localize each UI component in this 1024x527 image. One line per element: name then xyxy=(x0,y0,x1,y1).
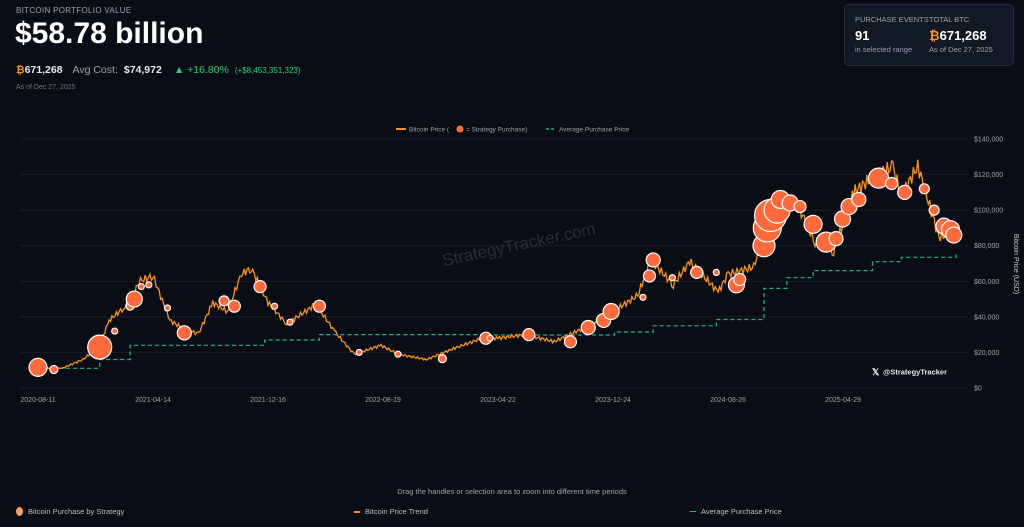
purchase-bubble[interactable] xyxy=(87,334,113,360)
legend-price: Bitcoin Price ( xyxy=(409,127,450,134)
portfolio-summary: ₿671,268 Avg Cost: $74,972 ▲ +16.80% (+$… xyxy=(16,64,301,76)
x-tick-label: 2023-12-24 xyxy=(595,397,631,404)
btc-amount: ₿671,268 xyxy=(16,64,63,76)
dashed-line-icon xyxy=(690,511,696,512)
line-icon xyxy=(354,510,360,513)
navigator-hint: Drag the handles or selection area to zo… xyxy=(397,487,627,496)
price-chart[interactable]: $0 $20,000 $40,000 $60,000 $80,000 $100,000 $1… xyxy=(0,0,1024,420)
purchase-bubble[interactable] xyxy=(49,364,59,375)
purchase-bubbles xyxy=(28,167,963,377)
purchase-bubble[interactable] xyxy=(286,318,294,326)
y-tick-label: $100,000 xyxy=(974,208,1003,215)
legend-purchase: = Strategy Purchase) xyxy=(466,127,527,134)
purchase-bubble[interactable] xyxy=(642,269,657,283)
purchase-bubble[interactable] xyxy=(828,231,844,247)
portfolio-label: BITCOIN PORTFOLIO VALUE xyxy=(16,6,132,15)
x-tick-label: 2022-08-19 xyxy=(365,397,401,404)
change-usd: (+$8,453,351,323) xyxy=(234,65,301,75)
purchase-bubble[interactable] xyxy=(137,283,145,291)
y-tick-label: $140,000 xyxy=(974,137,1003,144)
x-tick-label: 2024-08-26 xyxy=(710,397,746,404)
x-tick-label: 2025-04-29 xyxy=(825,397,861,404)
portfolio-value: $58.78 billion xyxy=(15,17,204,50)
stats-card: PURCHASE EVENTS 91 in selected range TOT… xyxy=(844,4,1014,66)
purchase-bubble[interactable] xyxy=(486,334,494,342)
purchase-bubble[interactable] xyxy=(253,280,267,294)
legend-item-avg[interactable]: Average Purchase Price xyxy=(690,507,782,516)
purchase-bubble[interactable] xyxy=(355,348,363,357)
purchase-bubble[interactable] xyxy=(639,293,647,301)
bitcoin-icon: ₿ xyxy=(16,64,25,76)
legend-purchase-dot xyxy=(456,125,464,133)
change-percent: ▲ +16.80% xyxy=(173,64,229,76)
y-tick-label: $40,000 xyxy=(974,314,999,321)
purchase-bubble[interactable] xyxy=(163,304,172,312)
x-tick-label: 2021-12-16 xyxy=(250,397,286,404)
purchase-bubble[interactable] xyxy=(28,357,48,377)
purchase-bubble[interactable] xyxy=(563,335,578,349)
chart-legend[interactable]: Bitcoin Price ( = Strategy Purchase) Ave… xyxy=(396,125,629,134)
purchase-bubble[interactable] xyxy=(145,281,153,289)
handle-badge: 𝕏 @StrategyTracker xyxy=(870,364,952,378)
purchase-bubble[interactable] xyxy=(851,191,867,208)
purchase-bubble[interactable] xyxy=(437,354,447,364)
x-tick-label: 2020-08-11 xyxy=(20,397,55,404)
total-btc-sub: As of Dec 27, 2025 xyxy=(929,45,993,54)
average-price-line xyxy=(38,254,957,369)
y-tick-label: $0 xyxy=(974,386,982,393)
purchase-bubble[interactable] xyxy=(227,299,241,313)
purchase-bubble[interactable] xyxy=(125,290,143,308)
legend-item-price[interactable]: Bitcoin Price Trend xyxy=(354,507,428,516)
purchase-bubble[interactable] xyxy=(645,252,661,268)
purchase-bubble[interactable] xyxy=(733,272,747,287)
purchase-bubble[interactable] xyxy=(580,319,596,336)
purchase-bubble[interactable] xyxy=(793,199,807,214)
purchase-events-label: PURCHASE EVENTS xyxy=(855,15,929,24)
purchase-bubble[interactable] xyxy=(885,176,899,191)
total-btc-label: TOTAL BTC xyxy=(929,15,970,24)
purchase-events-sub: in selected range xyxy=(855,45,913,54)
purchase-bubble[interactable] xyxy=(176,325,192,341)
purchase-bubble[interactable] xyxy=(690,265,704,279)
purchase-bubble[interactable] xyxy=(928,204,940,216)
purchase-bubble[interactable] xyxy=(218,295,230,307)
x-tick-label: 2021-04-14 xyxy=(135,397,171,404)
purchase-bubble[interactable] xyxy=(270,302,279,310)
x-tick-label: 2023-04-22 xyxy=(480,397,516,404)
purchase-bubble[interactable] xyxy=(602,302,620,321)
circle-icon xyxy=(16,507,23,516)
purchase-bubble[interactable] xyxy=(803,214,823,234)
bitcoin-icon: ₿ xyxy=(929,28,940,43)
legend-item-purchase[interactable]: Bitcoin Purchase by Strategy xyxy=(16,507,124,516)
purchase-bubble[interactable] xyxy=(111,327,119,335)
watermark: StrategyTracker.com xyxy=(440,219,597,270)
y-tick-label: $60,000 xyxy=(974,279,999,286)
y-tick-label: $20,000 xyxy=(974,350,999,357)
purchase-bubble[interactable] xyxy=(918,183,930,195)
avg-cost-value: $74,972 xyxy=(123,64,162,76)
total-btc-value: ₿671,268 xyxy=(929,28,987,43)
as-of-date: As of Dec 27, 2025 xyxy=(16,84,76,91)
x-icon: 𝕏 xyxy=(872,367,880,377)
y-axis-title: Bitcoin Price (USD) xyxy=(1012,234,1019,294)
avg-cost-label: Avg Cost: xyxy=(72,64,118,76)
purchase-bubble[interactable] xyxy=(897,184,913,200)
purchase-bubble[interactable] xyxy=(712,268,720,276)
purchase-events-value: 91 xyxy=(855,28,870,43)
purchase-bubble[interactable] xyxy=(522,328,536,342)
y-tick-label: $120,000 xyxy=(974,172,1003,179)
purchase-bubble[interactable] xyxy=(945,226,963,244)
purchase-bubble[interactable] xyxy=(394,350,402,358)
legend-avg: Average Purchase Price xyxy=(559,127,629,134)
bitcoin-price-line xyxy=(37,159,957,370)
y-tick-label: $80,000 xyxy=(974,243,999,250)
handle-text: @StrategyTracker xyxy=(883,368,947,377)
purchase-bubble[interactable] xyxy=(668,274,676,282)
purchase-bubble[interactable] xyxy=(312,299,327,313)
